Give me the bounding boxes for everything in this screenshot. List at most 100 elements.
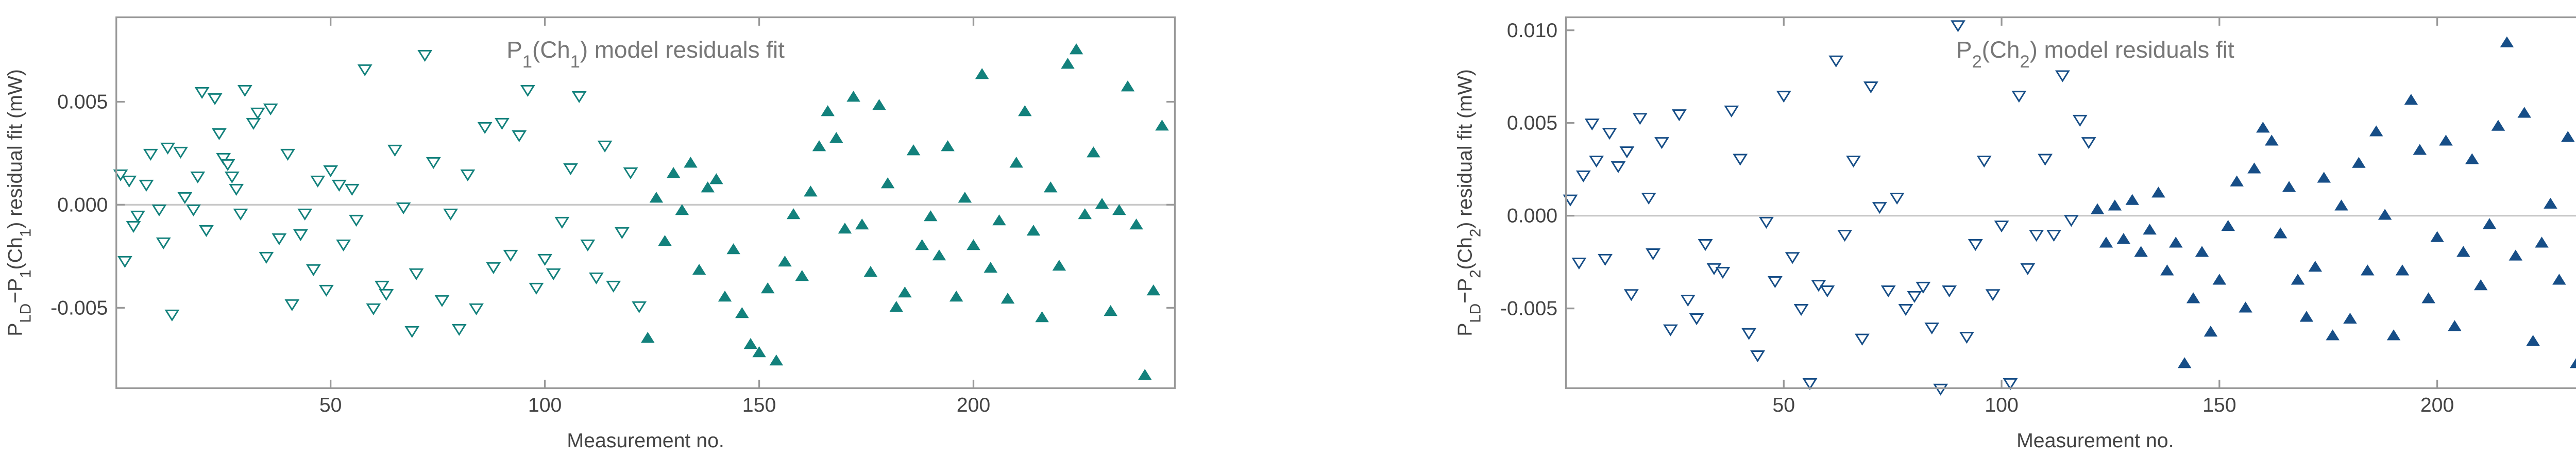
y-axis-label-part: (Ch <box>4 237 27 269</box>
data-point <box>1924 323 1940 335</box>
data-point <box>2526 335 2540 346</box>
data-point <box>1759 216 1774 229</box>
data-point <box>1933 383 1948 396</box>
data-point <box>1095 198 1109 209</box>
data-point <box>2561 131 2575 142</box>
data-point <box>318 284 334 297</box>
y-axis-label-part: LD <box>1467 303 1484 323</box>
data-point <box>2308 261 2323 272</box>
chart-title-part: (Ch <box>532 37 570 63</box>
x-tick-label: 100 <box>528 394 562 416</box>
data-point <box>2448 320 2462 331</box>
data-point <box>1767 276 1783 289</box>
data-point <box>949 291 963 302</box>
data-point <box>2108 199 2122 211</box>
y-tick-label: 0.000 <box>57 194 108 216</box>
data-point <box>2029 230 2044 242</box>
data-point <box>2334 199 2348 211</box>
data-point <box>588 272 604 284</box>
data-point <box>1654 137 1669 149</box>
y-axis-label: PLD−P2(Ch2) residual fit (mW) <box>1453 69 1484 336</box>
data-point <box>434 295 450 307</box>
data-point <box>666 167 681 178</box>
data-point <box>1018 105 1032 116</box>
data-point <box>1715 267 1731 279</box>
data-point <box>417 49 433 62</box>
data-point <box>220 159 235 172</box>
y-axis-label-part: −P <box>4 278 27 303</box>
data-point <box>2072 114 2088 127</box>
data-point <box>1951 20 1965 32</box>
data-point <box>1994 221 2009 233</box>
chart-title-part: 1 <box>522 52 532 72</box>
data-point <box>675 204 689 215</box>
data-point <box>1138 369 1152 380</box>
data-point <box>426 157 441 170</box>
x-tick-label: 50 <box>1772 394 1795 416</box>
x-tick-label: 200 <box>957 394 991 416</box>
data-point <box>1689 313 1704 326</box>
data-point <box>130 210 145 223</box>
data-point <box>1035 311 1049 323</box>
data-point <box>323 165 338 177</box>
data-point <box>1968 239 1983 251</box>
data-point <box>1052 260 1066 271</box>
data-point <box>1001 293 1015 304</box>
y-axis-label: PLD−P1(Ch1) residual fit (mW) <box>4 69 35 336</box>
data-point <box>2003 378 2018 391</box>
data-point <box>2386 329 2401 341</box>
data-point <box>151 204 167 216</box>
data-point <box>139 179 154 192</box>
data-point <box>2369 125 2383 137</box>
data-point <box>1129 218 1143 230</box>
data-point <box>1087 146 1100 158</box>
data-point <box>284 299 300 311</box>
data-point <box>1646 248 1661 261</box>
data-point <box>786 208 801 219</box>
data-point <box>122 175 137 188</box>
data-point <box>177 192 193 204</box>
data-point <box>2212 274 2227 285</box>
data-point <box>821 105 835 116</box>
data-point <box>2317 172 2331 183</box>
data-point <box>2055 70 2070 82</box>
data-point <box>1907 291 1922 303</box>
data-point <box>2299 311 2314 322</box>
data-point <box>726 243 740 255</box>
data-point <box>344 183 360 196</box>
data-point <box>357 64 372 77</box>
data-point <box>2544 197 2557 209</box>
data-point <box>2378 209 2392 220</box>
data-point <box>718 291 732 302</box>
data-point <box>460 169 476 181</box>
data-point <box>2291 274 2305 285</box>
data-point <box>760 282 775 294</box>
data-point <box>2326 329 2340 341</box>
data-point <box>829 132 843 143</box>
y-axis-label-part: 1 <box>17 229 34 237</box>
data-point <box>1121 80 1135 92</box>
data-point <box>2343 312 2357 324</box>
data-point <box>1026 225 1041 236</box>
data-point <box>898 286 912 298</box>
chart-title-part: ) model residuals fit <box>2030 37 2234 63</box>
y-axis-label-part: P <box>1453 323 1476 336</box>
data-point <box>2413 144 2427 155</box>
data-point <box>409 268 424 280</box>
data-point <box>160 142 176 155</box>
data-point <box>1863 81 1878 94</box>
data-point <box>769 354 784 366</box>
data-point <box>1069 43 1083 55</box>
y-tick-label: -0.005 <box>1500 297 1557 320</box>
data-point <box>2482 218 2497 229</box>
data-point <box>1043 181 1058 193</box>
data-point <box>1584 119 1600 131</box>
chart-title-part: (Ch <box>1982 37 2020 63</box>
data-point <box>778 256 792 267</box>
data-point <box>2256 122 2270 133</box>
data-point <box>2282 181 2296 192</box>
data-point <box>2160 264 2174 276</box>
data-point <box>2090 203 2105 214</box>
data-point <box>924 210 938 222</box>
x-tick-label: 150 <box>2202 394 2236 416</box>
